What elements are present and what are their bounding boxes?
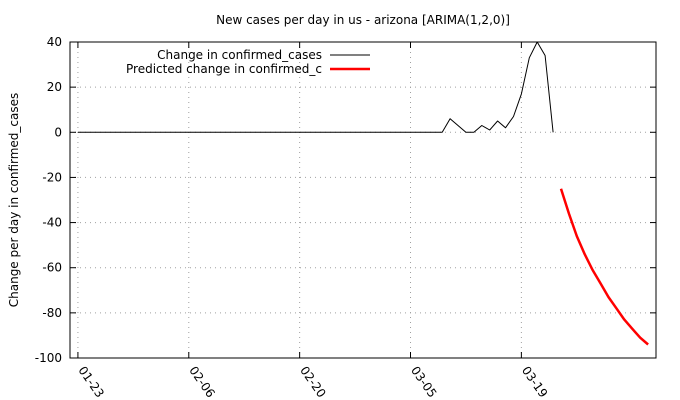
axis-ticks: -100 -80 -60 -40 -20 0 20 40 01-23 02-06 02-20 03-0… <box>35 35 656 400</box>
plot-frame <box>69 41 657 359</box>
legend-label: Change in confirmed_cases <box>157 48 322 62</box>
x-tick-label: 03-05 <box>408 364 439 400</box>
x-tick-label: 02-06 <box>186 364 217 400</box>
legend-label: Predicted change in confirmed_c <box>126 62 322 76</box>
predicted-series-line <box>559 188 649 346</box>
x-tick-label: 02-20 <box>297 364 328 400</box>
y-tick-label: 40 <box>47 35 62 49</box>
y-tick-label: -20 <box>42 170 62 184</box>
y-tick-label: -60 <box>42 261 62 275</box>
y-tick-label: 20 <box>47 80 62 94</box>
y-tick-label: -80 <box>42 306 62 320</box>
actual-series-line <box>77 41 554 133</box>
x-tick-label: 01-23 <box>75 364 106 400</box>
y-tick-label: -40 <box>42 216 62 230</box>
grid <box>70 42 656 358</box>
series-layer <box>77 41 649 346</box>
y-tick-label: -100 <box>35 351 62 365</box>
chart-title: New cases per day in us - arizona [ARIMA… <box>216 13 510 27</box>
x-tick-label: 03-19 <box>519 364 550 400</box>
y-tick-label: 0 <box>54 125 62 139</box>
y-axis-label: Change per day in confirmed_cases <box>7 93 21 308</box>
